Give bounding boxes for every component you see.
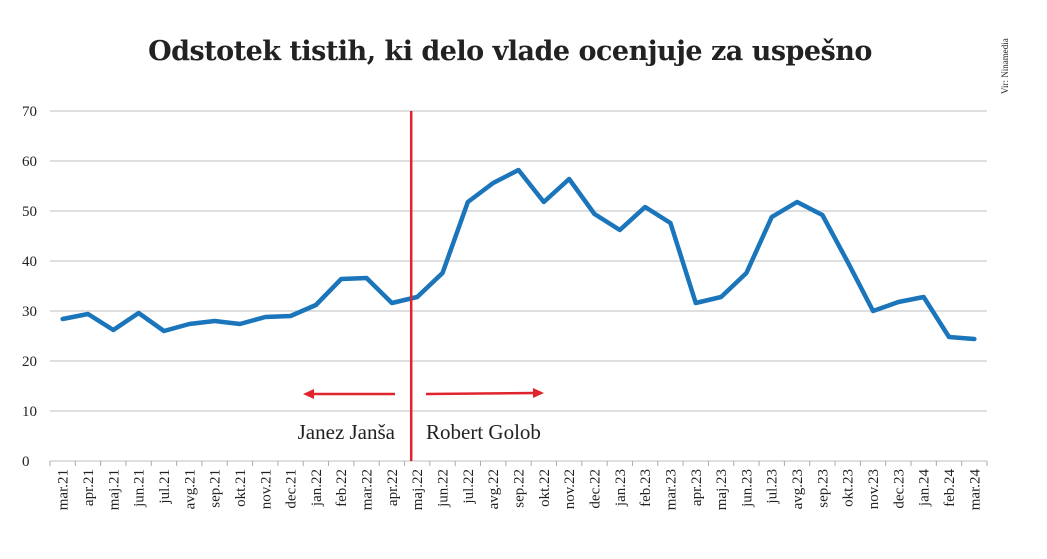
x-tick-label: nov.22	[562, 469, 578, 509]
x-tick-label: maj.21	[106, 469, 122, 510]
x-tick-label: okt.22	[537, 469, 553, 507]
x-tick-label: mar.23	[663, 469, 679, 510]
x-tick-label: feb.24	[942, 469, 958, 507]
arrow-right	[425, 391, 536, 396]
label-jansa: Janez Janša	[298, 420, 396, 444]
arrow-left-head	[303, 389, 314, 399]
y-tick-label: 40	[22, 254, 37, 270]
x-tick-label: mar.21	[56, 469, 72, 510]
x-tick-label: feb.22	[334, 469, 350, 507]
x-tick-label: apr.21	[81, 469, 97, 506]
y-tick-label: 10	[22, 404, 37, 420]
x-tick-label: jul.23	[765, 469, 781, 505]
y-tick-label: 20	[22, 354, 37, 370]
x-tick-label: feb.23	[638, 469, 654, 507]
y-tick-label: 50	[22, 204, 37, 220]
x-tick-label: jan.24	[917, 469, 933, 508]
x-tick-label: avg.23	[790, 469, 806, 509]
x-tick-label: apr.22	[385, 469, 401, 506]
arrow-right-head	[533, 388, 544, 398]
x-tick-label: jan.22	[309, 469, 325, 507]
series-line	[60, 167, 977, 342]
x-tick-label: nov.23	[866, 469, 882, 509]
x-tick-label: mar.22	[360, 469, 376, 510]
x-tick-label: apr.23	[689, 469, 705, 506]
x-tick-label: jan.23	[613, 469, 629, 507]
y-tick-label: 30	[22, 304, 37, 320]
x-tick-label: sep.21	[208, 469, 224, 508]
x-tick-label: jun.23	[739, 469, 755, 508]
x-tick-label: maj.23	[714, 469, 730, 510]
x-tick-label: okt.21	[233, 469, 249, 507]
x-tick-label: okt.23	[841, 469, 857, 507]
x-tick-label: nov.21	[258, 469, 274, 509]
x-tick-label: jul.21	[157, 469, 173, 505]
x-tick-label: jul.22	[461, 469, 477, 505]
x-tick-label: jun.22	[436, 469, 452, 508]
y-tick-label: 60	[22, 154, 37, 170]
x-tick-label: sep.22	[512, 469, 528, 508]
y-tick-label: 70	[22, 104, 37, 120]
chart-title: Odstotek tistih, ki delo vlade ocenjuje …	[148, 36, 872, 67]
x-tick-label: avg.22	[486, 469, 502, 509]
x-tick-label: dec.23	[891, 469, 907, 509]
x-tick-label: sep.23	[815, 469, 831, 508]
x-tick-label: dec.21	[284, 469, 300, 509]
x-tick-label: jun.21	[132, 469, 148, 508]
x-tick-label: maj.22	[410, 469, 426, 510]
x-tick-label: mar.24	[967, 469, 983, 511]
y-tick-label: 0	[22, 454, 30, 470]
label-golob: Robert Golob	[426, 420, 541, 444]
x-tick-label: dec.22	[587, 469, 603, 509]
x-tick-label: avg.21	[182, 469, 198, 509]
